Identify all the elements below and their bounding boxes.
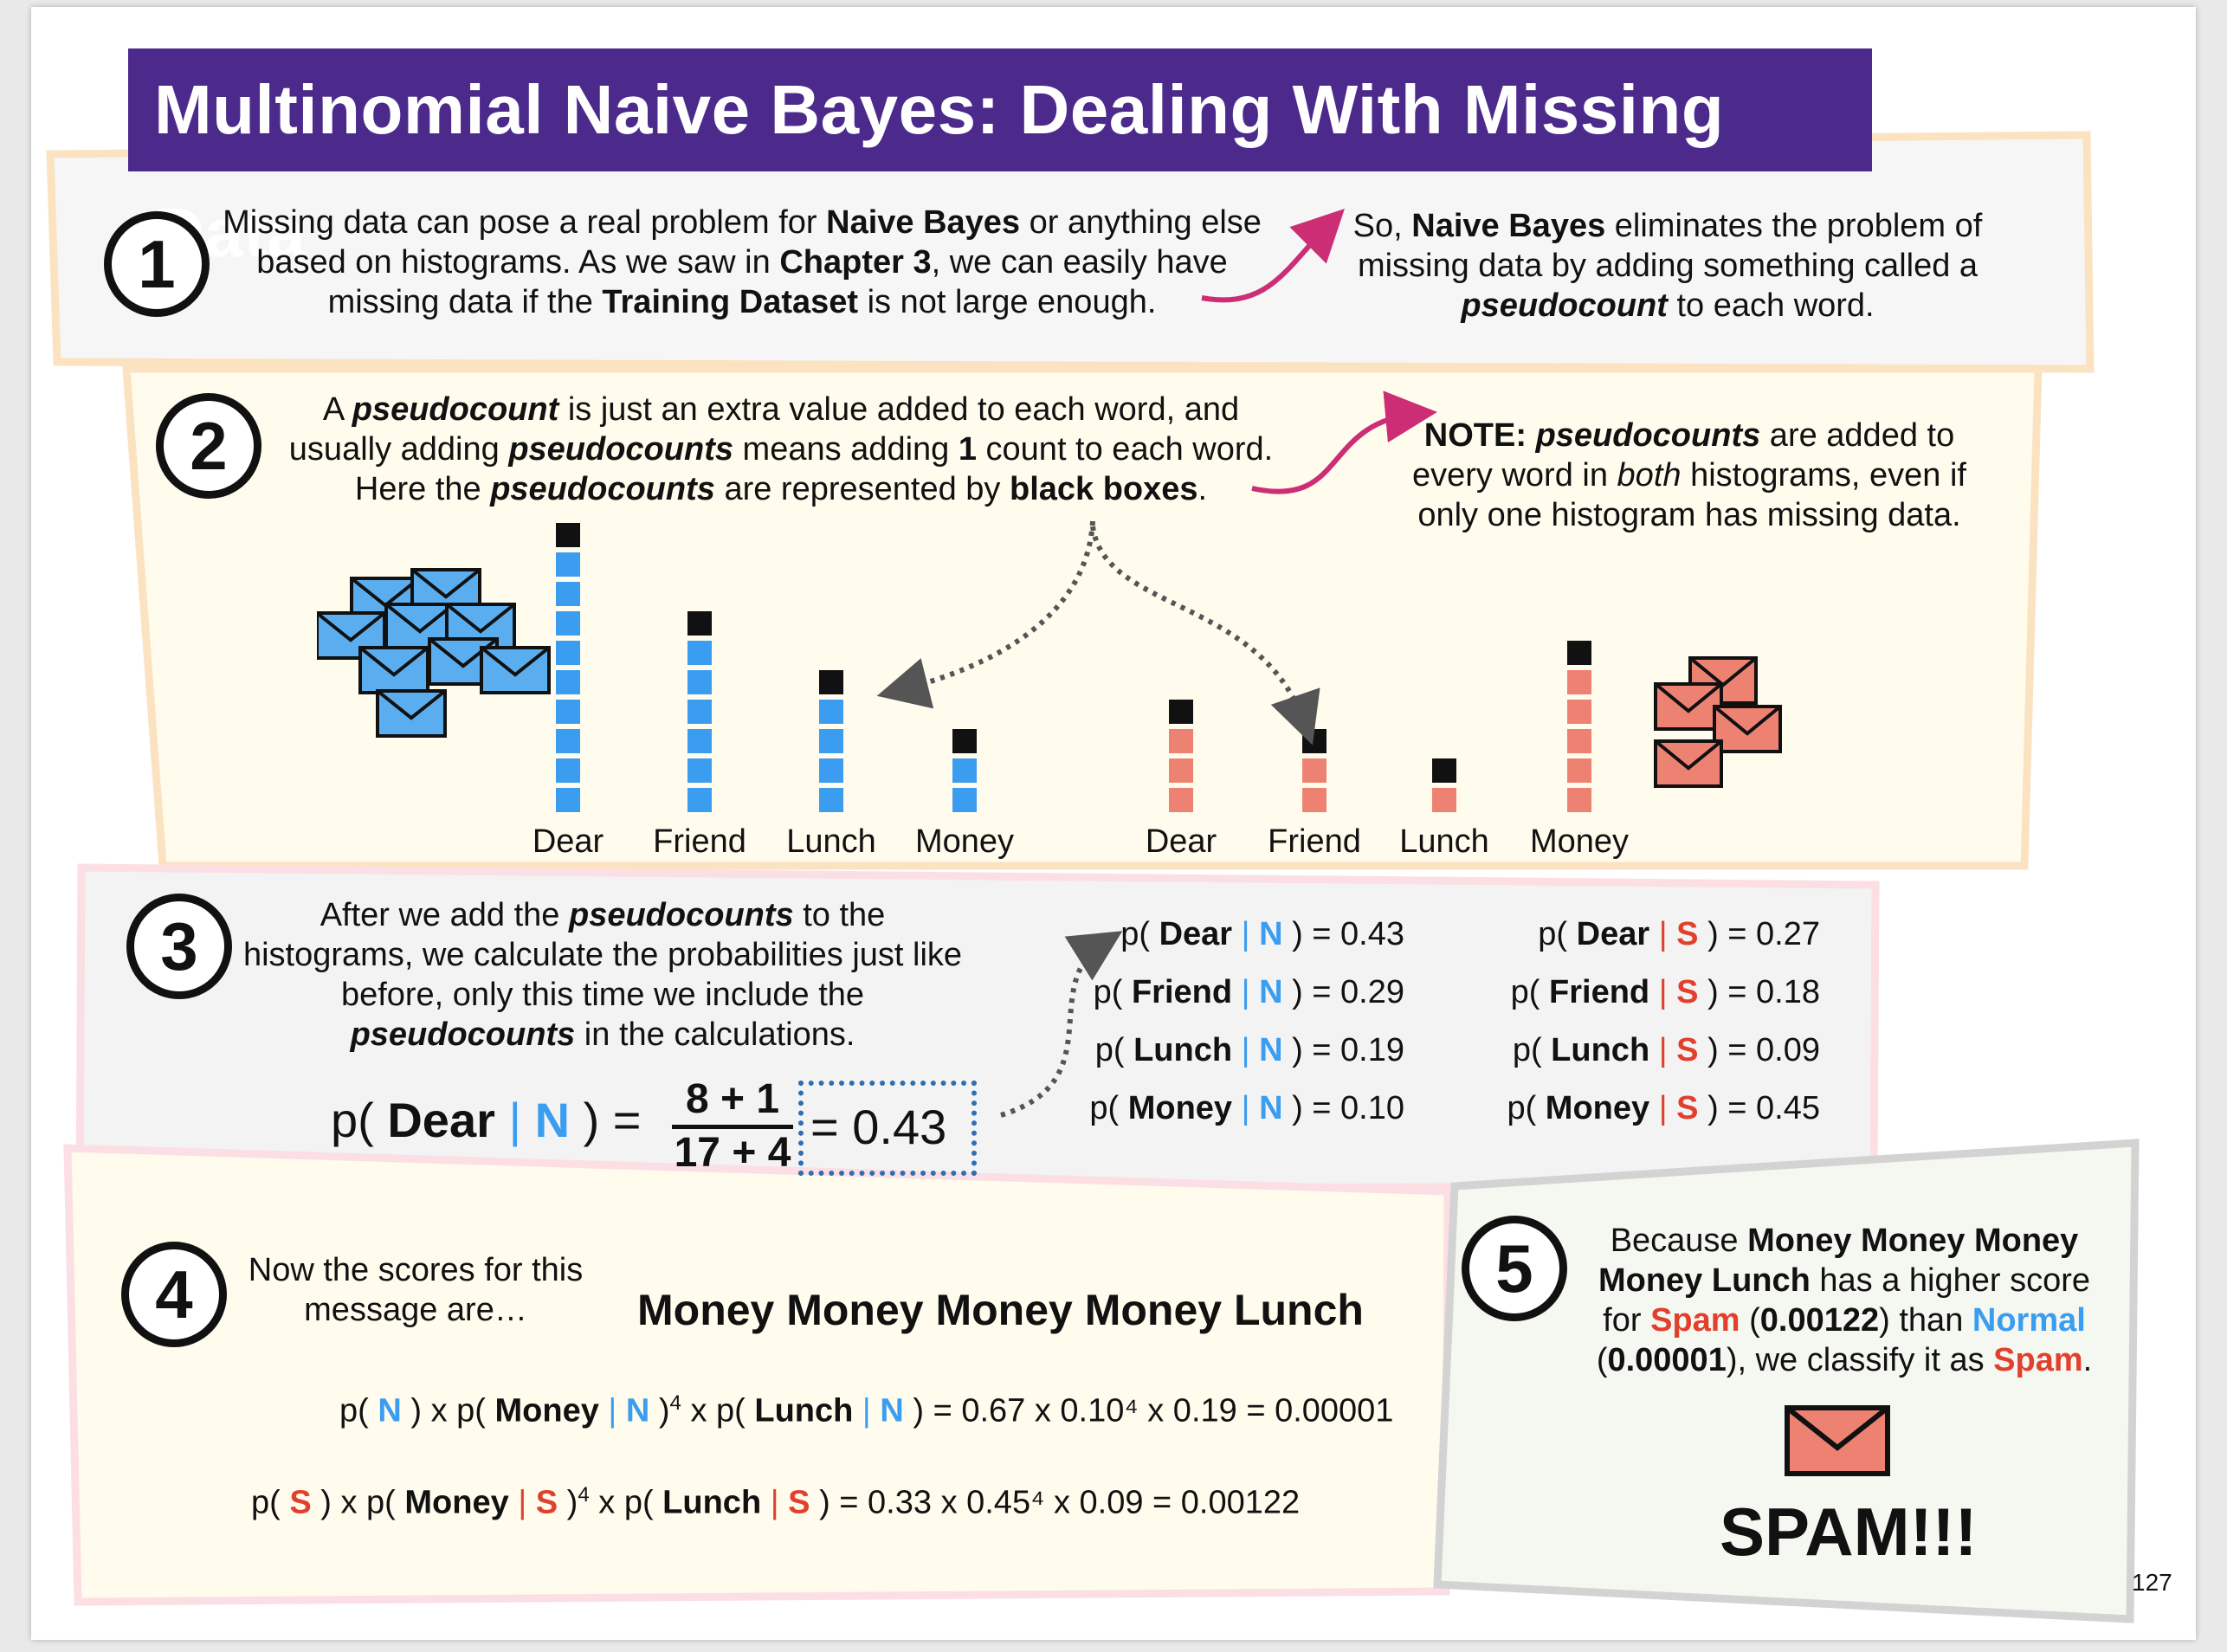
step-1-side-text: So, Naive Bayes eliminates the problem o… <box>1352 208 1983 324</box>
spam-verdict: SPAM!!! <box>1720 1494 1978 1570</box>
normal-bar-friend-unit <box>687 788 712 812</box>
normal-prob-dear: p( Dear | N ) = 0.43 <box>1120 916 1404 952</box>
step-3-text: After we add the pseudocounts to the his… <box>242 897 963 1053</box>
normal-pseudocount-friend <box>687 611 712 636</box>
normal-prob-lunch: p( Lunch | N ) = 0.19 <box>1094 1032 1404 1068</box>
normal-label-dear: Dear <box>533 823 604 860</box>
formula-suffix: ) = <box>583 1093 642 1147</box>
step-1-text: Missing data can pose a real problem for… <box>223 204 1262 320</box>
formula-prefix: p( <box>331 1093 374 1147</box>
page: Multinomial Naive Bayes: Dealing With Mi… <box>31 7 2196 1640</box>
spam-bar-money-unit <box>1567 788 1591 812</box>
step-5-text: Because Money Money Money Money Lunch ha… <box>1596 1223 2093 1378</box>
normal-bar-money-unit <box>952 788 977 812</box>
step-4-number: 4 <box>121 1242 227 1347</box>
step-5-number: 5 <box>1462 1216 1567 1321</box>
envelope-icon <box>1713 705 1782 753</box>
normal-bar-dear-unit <box>556 700 580 724</box>
normal-bar-friend-unit <box>687 729 712 753</box>
spam-bar-dear-unit <box>1169 788 1193 812</box>
normal-score-equation: p( N ) x p( Money | N )4 x p( Lunch | N … <box>339 1391 1394 1429</box>
step-2-text: A pseudocount is just an extra value add… <box>288 391 1274 507</box>
normal-envelopes-icon <box>317 568 551 738</box>
step-4-message: Money Money Money Money Lunch <box>637 1286 1364 1334</box>
spam-prob-dear: p( Dear | S ) = 0.27 <box>1538 916 1820 952</box>
normal-bar-friend-unit <box>687 641 712 665</box>
spam-label-lunch: Lunch <box>1399 823 1489 860</box>
normal-label-friend: Friend <box>653 823 746 860</box>
normal-bar-dear-unit <box>556 729 580 753</box>
formula-fraction: 8 + 1 17 + 4 <box>672 1075 793 1177</box>
normal-bar-money-unit <box>952 758 977 783</box>
page-number: 127 <box>2132 1569 2172 1596</box>
step-2-number: 2 <box>156 393 261 499</box>
normal-prob-money: p( Money | N ) = 0.10 <box>1089 1090 1404 1126</box>
formula-bar: | <box>508 1093 521 1147</box>
step-3-formula: p( Dear | N ) = <box>331 1093 642 1148</box>
normal-prob-friend: p( Friend | N ) = 0.29 <box>1093 974 1404 1010</box>
normal-label-money: Money <box>915 823 1014 860</box>
normal-bar-dear-unit <box>556 582 580 606</box>
spam-bar-friend-unit <box>1302 788 1327 812</box>
normal-bar-lunch-unit <box>819 700 843 724</box>
envelope-icon <box>480 646 551 694</box>
spam-prob-friend: p( Friend | S ) = 0.18 <box>1510 974 1820 1010</box>
spam-pseudocount-dear <box>1169 700 1193 724</box>
normal-bar-dear-unit <box>556 641 580 665</box>
spam-bar-dear-unit <box>1169 729 1193 753</box>
normal-bar-dear-unit <box>556 758 580 783</box>
step-3-number: 3 <box>126 894 232 999</box>
normal-bar-friend-unit <box>687 700 712 724</box>
formula-result-box: = 0.43 <box>798 1081 977 1176</box>
step-4-text: Now the scores for this message are… <box>248 1252 584 1328</box>
spam-score-equation: p( S ) x p( Money | S )4 x p( Lunch | S … <box>251 1483 1301 1521</box>
spam-prob-money: p( Money | S ) = 0.45 <box>1507 1090 1820 1126</box>
normal-pseudocount-lunch <box>819 670 843 694</box>
envelope-icon <box>376 689 447 738</box>
spam-bar-money-unit <box>1567 729 1591 753</box>
spam-bar-lunch-unit <box>1432 788 1456 812</box>
normal-bar-lunch-unit <box>819 758 843 783</box>
normal-score-value: = 0.67 x 0.10⁴ x 0.19 = 0.00001 <box>933 1392 1394 1429</box>
normal-bar-lunch-unit <box>819 788 843 812</box>
normal-bar-friend-unit <box>687 670 712 694</box>
envelope-icon <box>1654 739 1723 788</box>
spam-bar-money-unit <box>1567 758 1591 783</box>
spam-bar-friend-unit <box>1302 758 1327 783</box>
spam-label-money: Money <box>1530 823 1629 860</box>
spam-pseudocount-money <box>1567 641 1591 665</box>
formula-numerator: 8 + 1 <box>672 1075 793 1129</box>
spam-pseudocount-friend <box>1302 729 1327 753</box>
spam-bar-money-unit <box>1567 700 1591 724</box>
normal-bar-dear-unit <box>556 788 580 812</box>
envelope-icon <box>358 646 429 694</box>
normal-bar-dear-unit <box>556 552 580 577</box>
normal-bar-friend-unit <box>687 758 712 783</box>
step-2-note: NOTE: pseudocounts are added to every wo… <box>1412 417 1966 533</box>
formula-class: N <box>534 1093 571 1147</box>
formula-denominator: 17 + 4 <box>674 1130 791 1176</box>
spam-score-value: = 0.33 x 0.45⁴ x 0.09 = 0.00122 <box>839 1484 1301 1521</box>
formula-word: Dear <box>387 1093 495 1147</box>
panel-1-background <box>46 131 2140 1623</box>
normal-label-lunch: Lunch <box>786 823 876 860</box>
normal-bar-lunch-unit <box>819 729 843 753</box>
spam-bar-money-unit <box>1567 670 1591 694</box>
normal-bar-dear-unit <box>556 611 580 636</box>
step-1-number: 1 <box>104 211 210 317</box>
normal-pseudocount-dear <box>556 523 580 547</box>
spam-label-friend: Friend <box>1268 823 1361 860</box>
page-title: Multinomial Naive Bayes: Dealing With Mi… <box>128 48 1872 271</box>
spam-pseudocount-lunch <box>1432 758 1456 783</box>
spam-envelope-icon <box>1785 1405 1890 1476</box>
spam-bar-dear-unit <box>1169 758 1193 783</box>
normal-bar-dear-unit <box>556 670 580 694</box>
envelope-icon <box>1654 682 1723 731</box>
spam-envelopes-icon <box>1654 656 1782 788</box>
normal-pseudocount-money <box>952 729 977 753</box>
histograms: Dear Friend Lunch Money Dear Friend Lunch Money <box>533 523 1629 860</box>
spam-prob-lunch: p( Lunch | S ) = 0.09 <box>1512 1032 1820 1068</box>
spam-label-dear: Dear <box>1146 823 1217 860</box>
formula-result: = 0.43 <box>810 1100 947 1154</box>
